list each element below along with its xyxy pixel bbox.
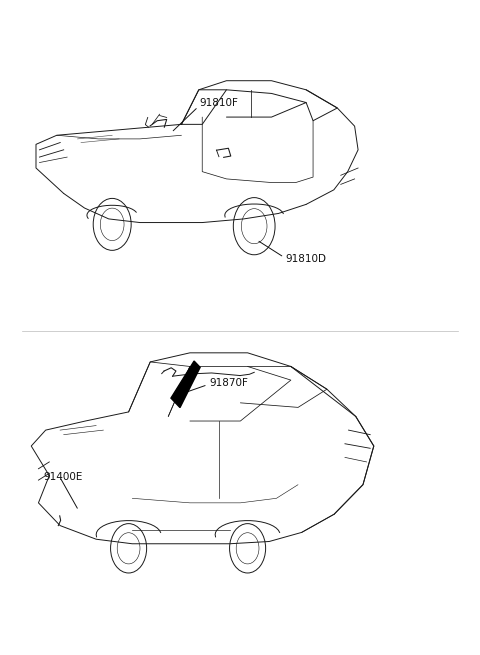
- Text: 91810F: 91810F: [200, 98, 239, 109]
- Text: 91400E: 91400E: [43, 472, 83, 482]
- Text: 91810D: 91810D: [285, 254, 326, 265]
- Polygon shape: [171, 361, 200, 407]
- Text: 91870F: 91870F: [209, 378, 248, 388]
